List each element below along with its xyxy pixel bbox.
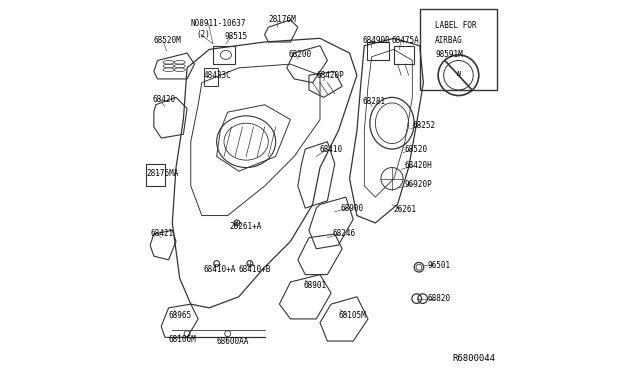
- Text: 68420H: 68420H: [405, 161, 433, 170]
- Text: 68200: 68200: [289, 51, 312, 60]
- Text: 98591M: 98591M: [435, 51, 463, 60]
- Text: AIRBAG: AIRBAG: [435, 36, 463, 45]
- Text: N: N: [456, 71, 461, 77]
- Text: 68520M: 68520M: [154, 36, 182, 45]
- Text: N08911-10637: N08911-10637: [191, 19, 246, 28]
- Text: 68475A: 68475A: [392, 36, 420, 45]
- Text: 26261: 26261: [394, 205, 417, 215]
- Text: 96920P: 96920P: [405, 180, 433, 189]
- Text: 68106M: 68106M: [168, 335, 196, 344]
- Text: 68420P: 68420P: [316, 71, 344, 80]
- Text: 68490D: 68490D: [362, 36, 390, 45]
- Text: 28176M: 28176M: [268, 15, 296, 24]
- Text: 68105M: 68105M: [339, 311, 366, 320]
- Text: 68246: 68246: [333, 230, 356, 238]
- Text: 28176MA: 28176MA: [147, 169, 179, 177]
- Text: 68252: 68252: [412, 121, 435, 129]
- Text: 68281: 68281: [362, 97, 385, 106]
- Text: 26261+A: 26261+A: [230, 222, 262, 231]
- Text: 68965: 68965: [168, 311, 192, 320]
- Text: 68421: 68421: [150, 230, 173, 238]
- Text: R6800044: R6800044: [452, 354, 495, 363]
- Text: 68900: 68900: [340, 203, 364, 213]
- Text: 48433C: 48433C: [204, 71, 232, 80]
- Text: 98515: 98515: [224, 32, 247, 41]
- Text: 68410+B: 68410+B: [239, 264, 271, 273]
- Text: 68820: 68820: [427, 294, 450, 303]
- Text: 68420: 68420: [152, 95, 175, 104]
- Text: 68520: 68520: [405, 145, 428, 154]
- Text: 96501: 96501: [427, 261, 450, 270]
- Text: LABEL FOR: LABEL FOR: [435, 21, 477, 30]
- Text: 68410: 68410: [320, 145, 343, 154]
- Text: (2): (2): [196, 30, 210, 39]
- Text: 68600AA: 68600AA: [216, 337, 249, 346]
- Text: 68410+A: 68410+A: [204, 264, 236, 273]
- Text: 68901: 68901: [303, 281, 326, 290]
